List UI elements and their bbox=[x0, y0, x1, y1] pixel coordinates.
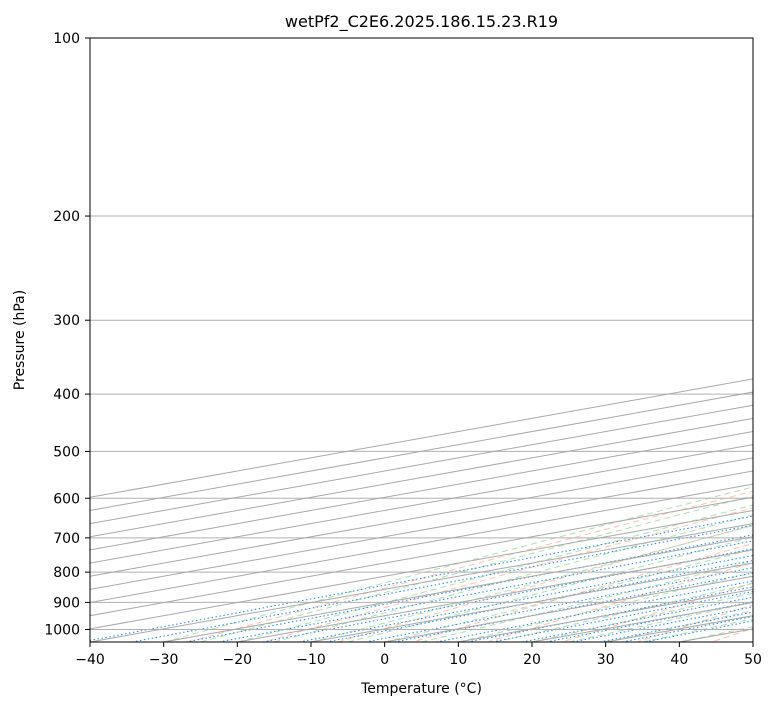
x-tick-label: 50 bbox=[744, 652, 762, 668]
x-tick-label: 10 bbox=[449, 652, 467, 668]
isotherm bbox=[90, 496, 753, 617]
y-axis: 100 200 300 400 500 600 700 800 900 1000 bbox=[44, 31, 90, 638]
moist-adiabat bbox=[237, 504, 753, 642]
x-tick-label: −20 bbox=[223, 652, 253, 668]
y-tick-label: 600 bbox=[53, 491, 80, 507]
y-tick-label: 400 bbox=[53, 387, 80, 403]
x-tick-label: −40 bbox=[75, 652, 105, 668]
moist-adiabat bbox=[347, 536, 753, 642]
moist-adiabat bbox=[458, 572, 753, 642]
y-tick-label: 900 bbox=[53, 595, 80, 611]
x-tick-label: 0 bbox=[380, 652, 389, 668]
isotherm bbox=[90, 483, 753, 604]
y-tick-label: 200 bbox=[53, 209, 80, 225]
mixing-ratio-line bbox=[365, 567, 753, 642]
moist-adiabat bbox=[384, 548, 753, 642]
mixing-ratio-line bbox=[326, 559, 753, 642]
moist-adiabat bbox=[531, 592, 753, 642]
x-axis-title: Temperature (°C) bbox=[360, 681, 482, 697]
x-tick-label: 20 bbox=[523, 652, 541, 668]
isotherms bbox=[90, 378, 753, 642]
x-tick-label: 30 bbox=[597, 652, 615, 668]
isotherm bbox=[90, 523, 753, 642]
chart-title: wetPf2_C2E6.2025.186.15.23.R19 bbox=[285, 12, 558, 32]
isotherm bbox=[90, 509, 753, 630]
y-axis-title: Pressure (hPa) bbox=[12, 290, 28, 390]
moist-adiabat bbox=[163, 486, 753, 642]
y-tick-label: 1000 bbox=[44, 622, 80, 638]
x-axis: −40 −30 −20 −10 0 10 20 30 40 50 bbox=[75, 642, 762, 668]
x-tick-label: −10 bbox=[296, 652, 326, 668]
isotherm bbox=[90, 457, 753, 577]
y-tick-label: 300 bbox=[53, 313, 80, 329]
isotherm bbox=[90, 470, 753, 590]
moist-adiabat bbox=[274, 514, 753, 642]
isotherm bbox=[90, 431, 753, 551]
isotherm bbox=[90, 444, 753, 564]
y-tick-label: 700 bbox=[53, 531, 80, 547]
x-tick-label: −30 bbox=[149, 652, 179, 668]
x-tick-label: 40 bbox=[670, 652, 688, 668]
y-tick-label: 500 bbox=[53, 444, 80, 460]
y-tick-label: 800 bbox=[53, 565, 80, 581]
isobars bbox=[90, 38, 753, 630]
plot-frame bbox=[89, 37, 754, 643]
y-tick-label: 100 bbox=[53, 31, 80, 47]
mixing-ratio-line bbox=[299, 555, 753, 642]
isotherm bbox=[163, 536, 753, 642]
